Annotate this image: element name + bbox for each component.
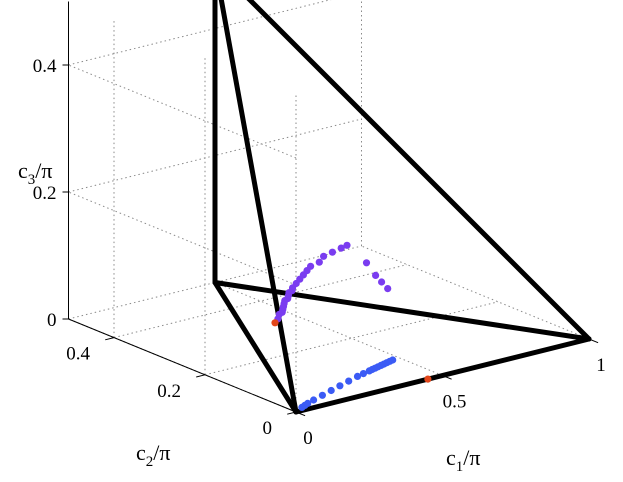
- tick-labels: 0 0.5 1 0 0.2 0.4 0 0.2 0.4: [33, 56, 606, 449]
- grid-lines: [68, 0, 590, 413]
- x-tick-label: 0: [303, 428, 313, 449]
- y-tick-label: 0: [263, 418, 273, 439]
- axes: [62, 1, 599, 417]
- data-point: [353, 372, 362, 380]
- grid-line: [68, 118, 362, 193]
- z-tick-label: 0.2: [33, 183, 57, 204]
- y-tick-label: 0.2: [157, 381, 181, 402]
- y-tick-label: 0.4: [66, 344, 90, 365]
- data-points: [271, 241, 432, 411]
- data-point: [327, 386, 335, 395]
- tetrahedron: [212, 0, 592, 415]
- data-point: [315, 258, 323, 266]
- tetrahedron-edge: [246, 0, 592, 342]
- x-axis-label: c1/π: [446, 445, 481, 475]
- grid-line: [214, 282, 443, 376]
- tetrahedron-edge: [212, 280, 299, 415]
- tetrahedron-edge: [212, 280, 592, 342]
- data-point: [384, 285, 392, 293]
- grid-line: [113, 264, 408, 339]
- data-point: [271, 319, 279, 327]
- data-point: [343, 241, 351, 249]
- data-point: [345, 377, 353, 385]
- data-point: [320, 252, 328, 260]
- z-tick-label: 0: [47, 310, 57, 331]
- z-axis-label: c3/π: [18, 158, 53, 188]
- data-point: [337, 244, 345, 252]
- data-point: [304, 399, 312, 407]
- tetrahedron-edge: [218, 0, 299, 415]
- x-tick-label: 0.5: [443, 392, 467, 413]
- y-tick-mark: [105, 337, 115, 341]
- z-tick-label: 0.4: [33, 56, 57, 77]
- data-point: [328, 248, 336, 256]
- grid-line: [68, 0, 332, 66]
- data-point: [378, 278, 386, 286]
- data-point: [336, 382, 344, 390]
- data-point: [372, 271, 380, 279]
- tetrahedron-edge: [293, 336, 592, 415]
- y-tick-mark: [196, 374, 206, 378]
- data-point: [307, 262, 315, 270]
- data-point: [310, 396, 318, 404]
- data-point: [359, 370, 367, 378]
- grid-line: [204, 301, 499, 376]
- y-axis-label: c2/π: [136, 440, 171, 470]
- data-point: [362, 259, 371, 267]
- grid-line: [361, 245, 590, 340]
- data-point: [389, 356, 397, 364]
- x-tick-label: 1: [596, 355, 606, 376]
- grid-line: [68, 191, 297, 286]
- grid-line: [68, 245, 362, 320]
- data-point: [424, 375, 432, 383]
- grid-line: [68, 64, 297, 159]
- data-point: [318, 391, 326, 399]
- y-axis-line: [68, 318, 297, 413]
